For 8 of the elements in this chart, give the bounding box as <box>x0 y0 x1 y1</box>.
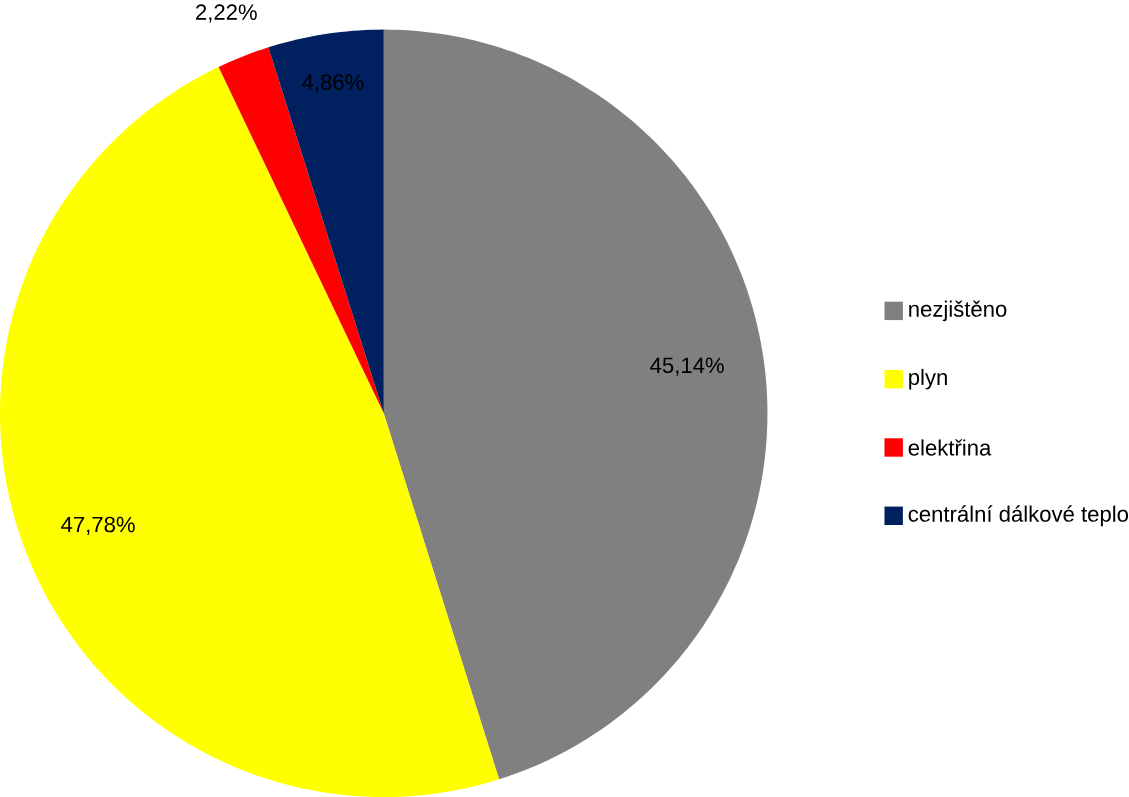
legend-label: plyn <box>909 368 947 390</box>
data-label: 47,78% <box>61 516 135 535</box>
legend-label: centrální dálkové teplo <box>908 505 1129 527</box>
data-label: 4,86% <box>302 74 364 93</box>
legend-label: elektřina <box>908 439 992 456</box>
data-label: 45,14% <box>650 357 724 376</box>
data-label: 2,22% <box>196 4 257 23</box>
legend-label: nezjištěno <box>909 300 1007 322</box>
